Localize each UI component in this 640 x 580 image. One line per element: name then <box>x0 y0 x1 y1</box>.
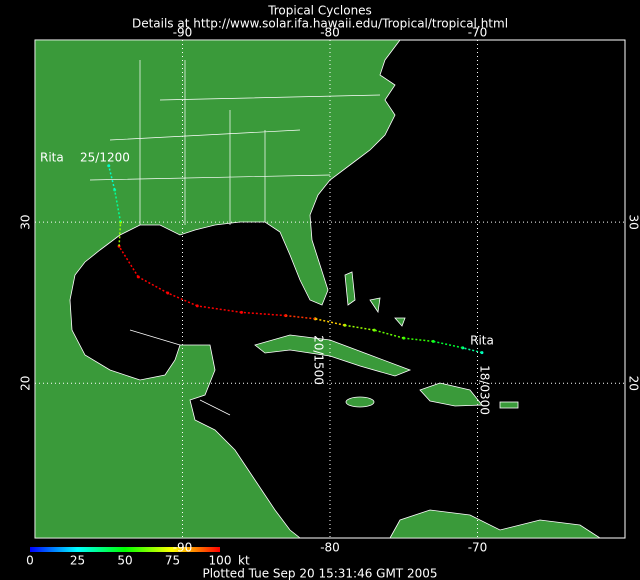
track-segment <box>403 337 434 343</box>
track-segment <box>374 329 404 339</box>
track-segment <box>108 165 116 191</box>
lat-tick-label: 20 <box>19 376 33 391</box>
track-segment <box>137 276 169 294</box>
track-segment <box>285 314 316 320</box>
legend-tick-label: 75 <box>165 554 180 568</box>
south-america <box>389 509 602 539</box>
track-segment <box>241 311 286 317</box>
storm-name-start-label: Rita <box>40 151 64 165</box>
track-segment <box>344 324 375 331</box>
north-america <box>34 39 401 539</box>
track-segment <box>118 222 122 247</box>
legend-tick-label: 100 <box>209 554 232 568</box>
cuba <box>254 334 412 377</box>
lat-tick-label: 20 <box>627 376 640 391</box>
track-segment <box>167 292 198 307</box>
land <box>34 39 602 539</box>
lat-tick-label: 30 <box>627 214 640 229</box>
legend-tick-label: 50 <box>117 554 132 568</box>
bahamas <box>344 271 406 327</box>
storm-time-label: 18/0300 <box>478 365 492 415</box>
lon-tick-label: -70 <box>468 541 488 555</box>
lon-tick-label: -70 <box>468 26 488 40</box>
track-segment <box>462 347 483 354</box>
lon-tick-label: -90 <box>173 541 193 555</box>
track-segment <box>315 318 345 326</box>
lon-tick-label: -80 <box>320 26 340 40</box>
lat-tick-label: 30 <box>19 214 33 229</box>
legend: 0 25 50 75 100 kt <box>26 554 250 568</box>
storm-time-label: 25/1200 <box>80 151 130 165</box>
lon-tick-label: -90 <box>173 26 193 40</box>
track-segment <box>197 305 242 314</box>
storm-track <box>107 164 484 355</box>
legend-unit: kt <box>238 554 250 568</box>
track-segment <box>433 340 463 349</box>
legend-tick-label: 0 <box>26 554 34 568</box>
legend-tick-label: 25 <box>70 554 85 568</box>
state-borders <box>89 60 381 416</box>
storm-name-end-label: Rita <box>470 334 494 348</box>
title: Tropical Cyclones <box>267 4 372 18</box>
storm-time-label: 20/1500 <box>312 335 326 385</box>
lon-tick-label: -80 <box>320 541 340 555</box>
grid <box>35 40 625 538</box>
subtitle: Details at http://www.solar.ifa.hawaii.e… <box>132 17 508 31</box>
jamaica <box>345 396 375 408</box>
track-segment <box>113 189 122 223</box>
puerto-rico <box>499 401 519 409</box>
track-point <box>107 164 111 168</box>
footer: Plotted Tue Sep 20 15:31:46 GMT 2005 <box>202 567 437 580</box>
color-bar <box>30 547 220 552</box>
